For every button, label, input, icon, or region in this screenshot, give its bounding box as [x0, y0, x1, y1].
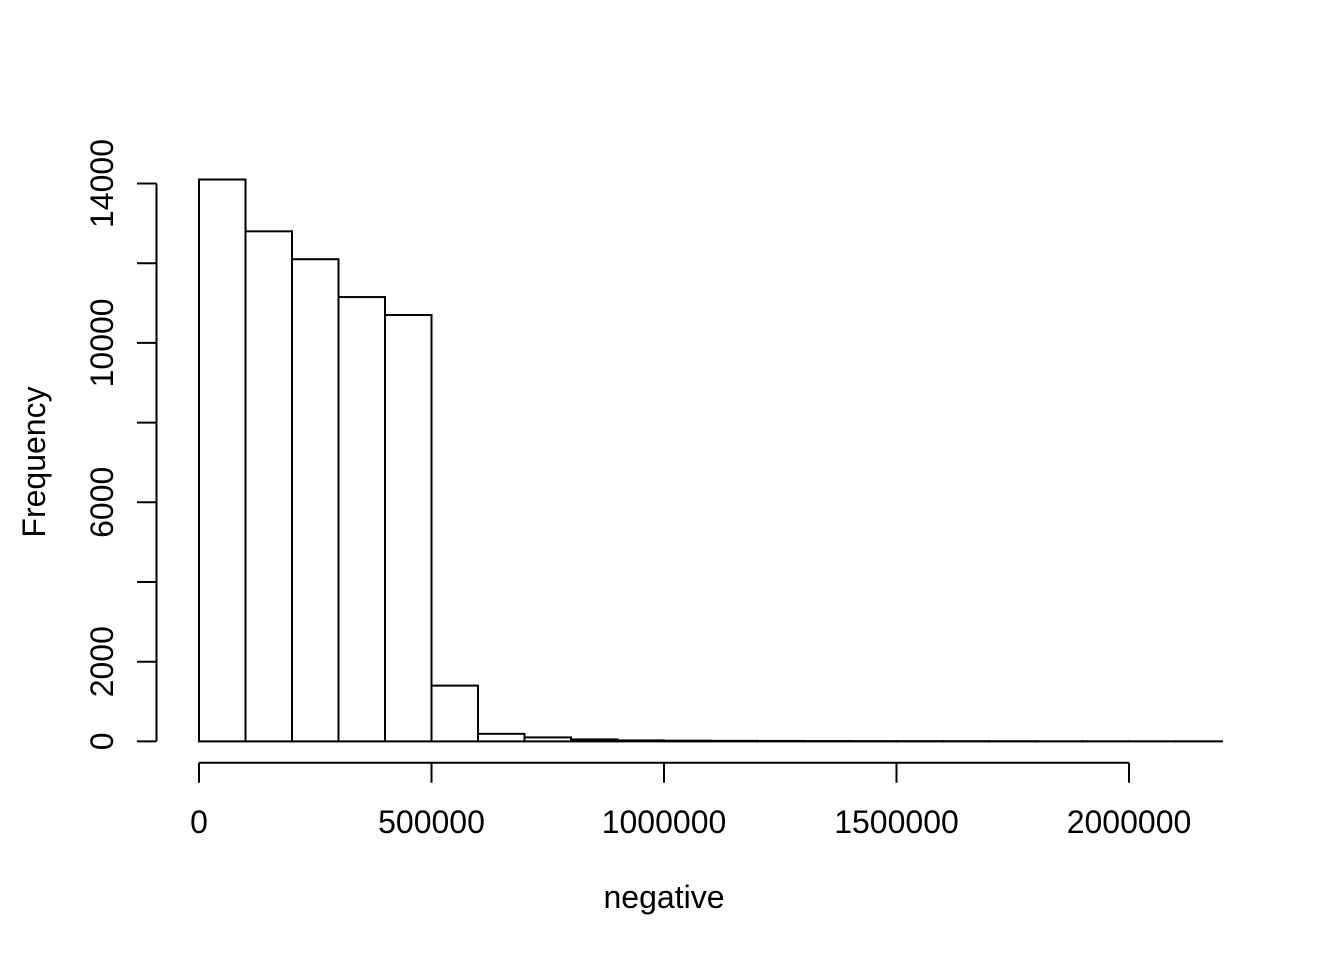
y-tick-label: 6000 [84, 467, 120, 538]
x-axis-title: negative [604, 879, 725, 915]
histogram-bar [477, 732, 526, 743]
y-tick-label: 14000 [84, 139, 120, 228]
x-tick-label: 1500000 [834, 804, 959, 840]
histogram-bar [663, 739, 712, 743]
x-tick-label: 500000 [378, 804, 485, 840]
y-tick-label: 10000 [84, 298, 120, 387]
histogram-bar [384, 314, 433, 743]
y-tick-label: 2000 [84, 626, 120, 697]
histogram-bar [430, 684, 479, 743]
y-tick-label: 0 [84, 733, 120, 751]
x-tick-label: 2000000 [1067, 804, 1192, 840]
x-tick-label: 0 [190, 804, 208, 840]
histogram-bar [709, 739, 758, 743]
histogram-bar [523, 736, 572, 743]
y-axis-title: Frequency [16, 386, 52, 537]
x-tick-label: 1000000 [602, 804, 727, 840]
histogram-bar [198, 178, 247, 743]
histogram-bar [337, 296, 386, 743]
histogram-bar [291, 258, 340, 743]
axes-layer: 0 2000 6000 10000 14000 0 500000 1000000 1500000… [84, 139, 1191, 840]
histogram-bar [616, 739, 665, 743]
bars-layer [198, 178, 1223, 743]
histogram-bar [570, 738, 619, 743]
histogram-bar [244, 230, 293, 743]
